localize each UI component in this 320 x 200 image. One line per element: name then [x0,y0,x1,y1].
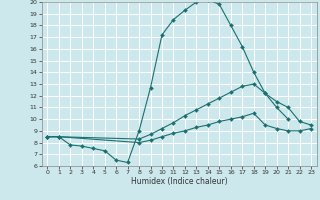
X-axis label: Humidex (Indice chaleur): Humidex (Indice chaleur) [131,177,228,186]
